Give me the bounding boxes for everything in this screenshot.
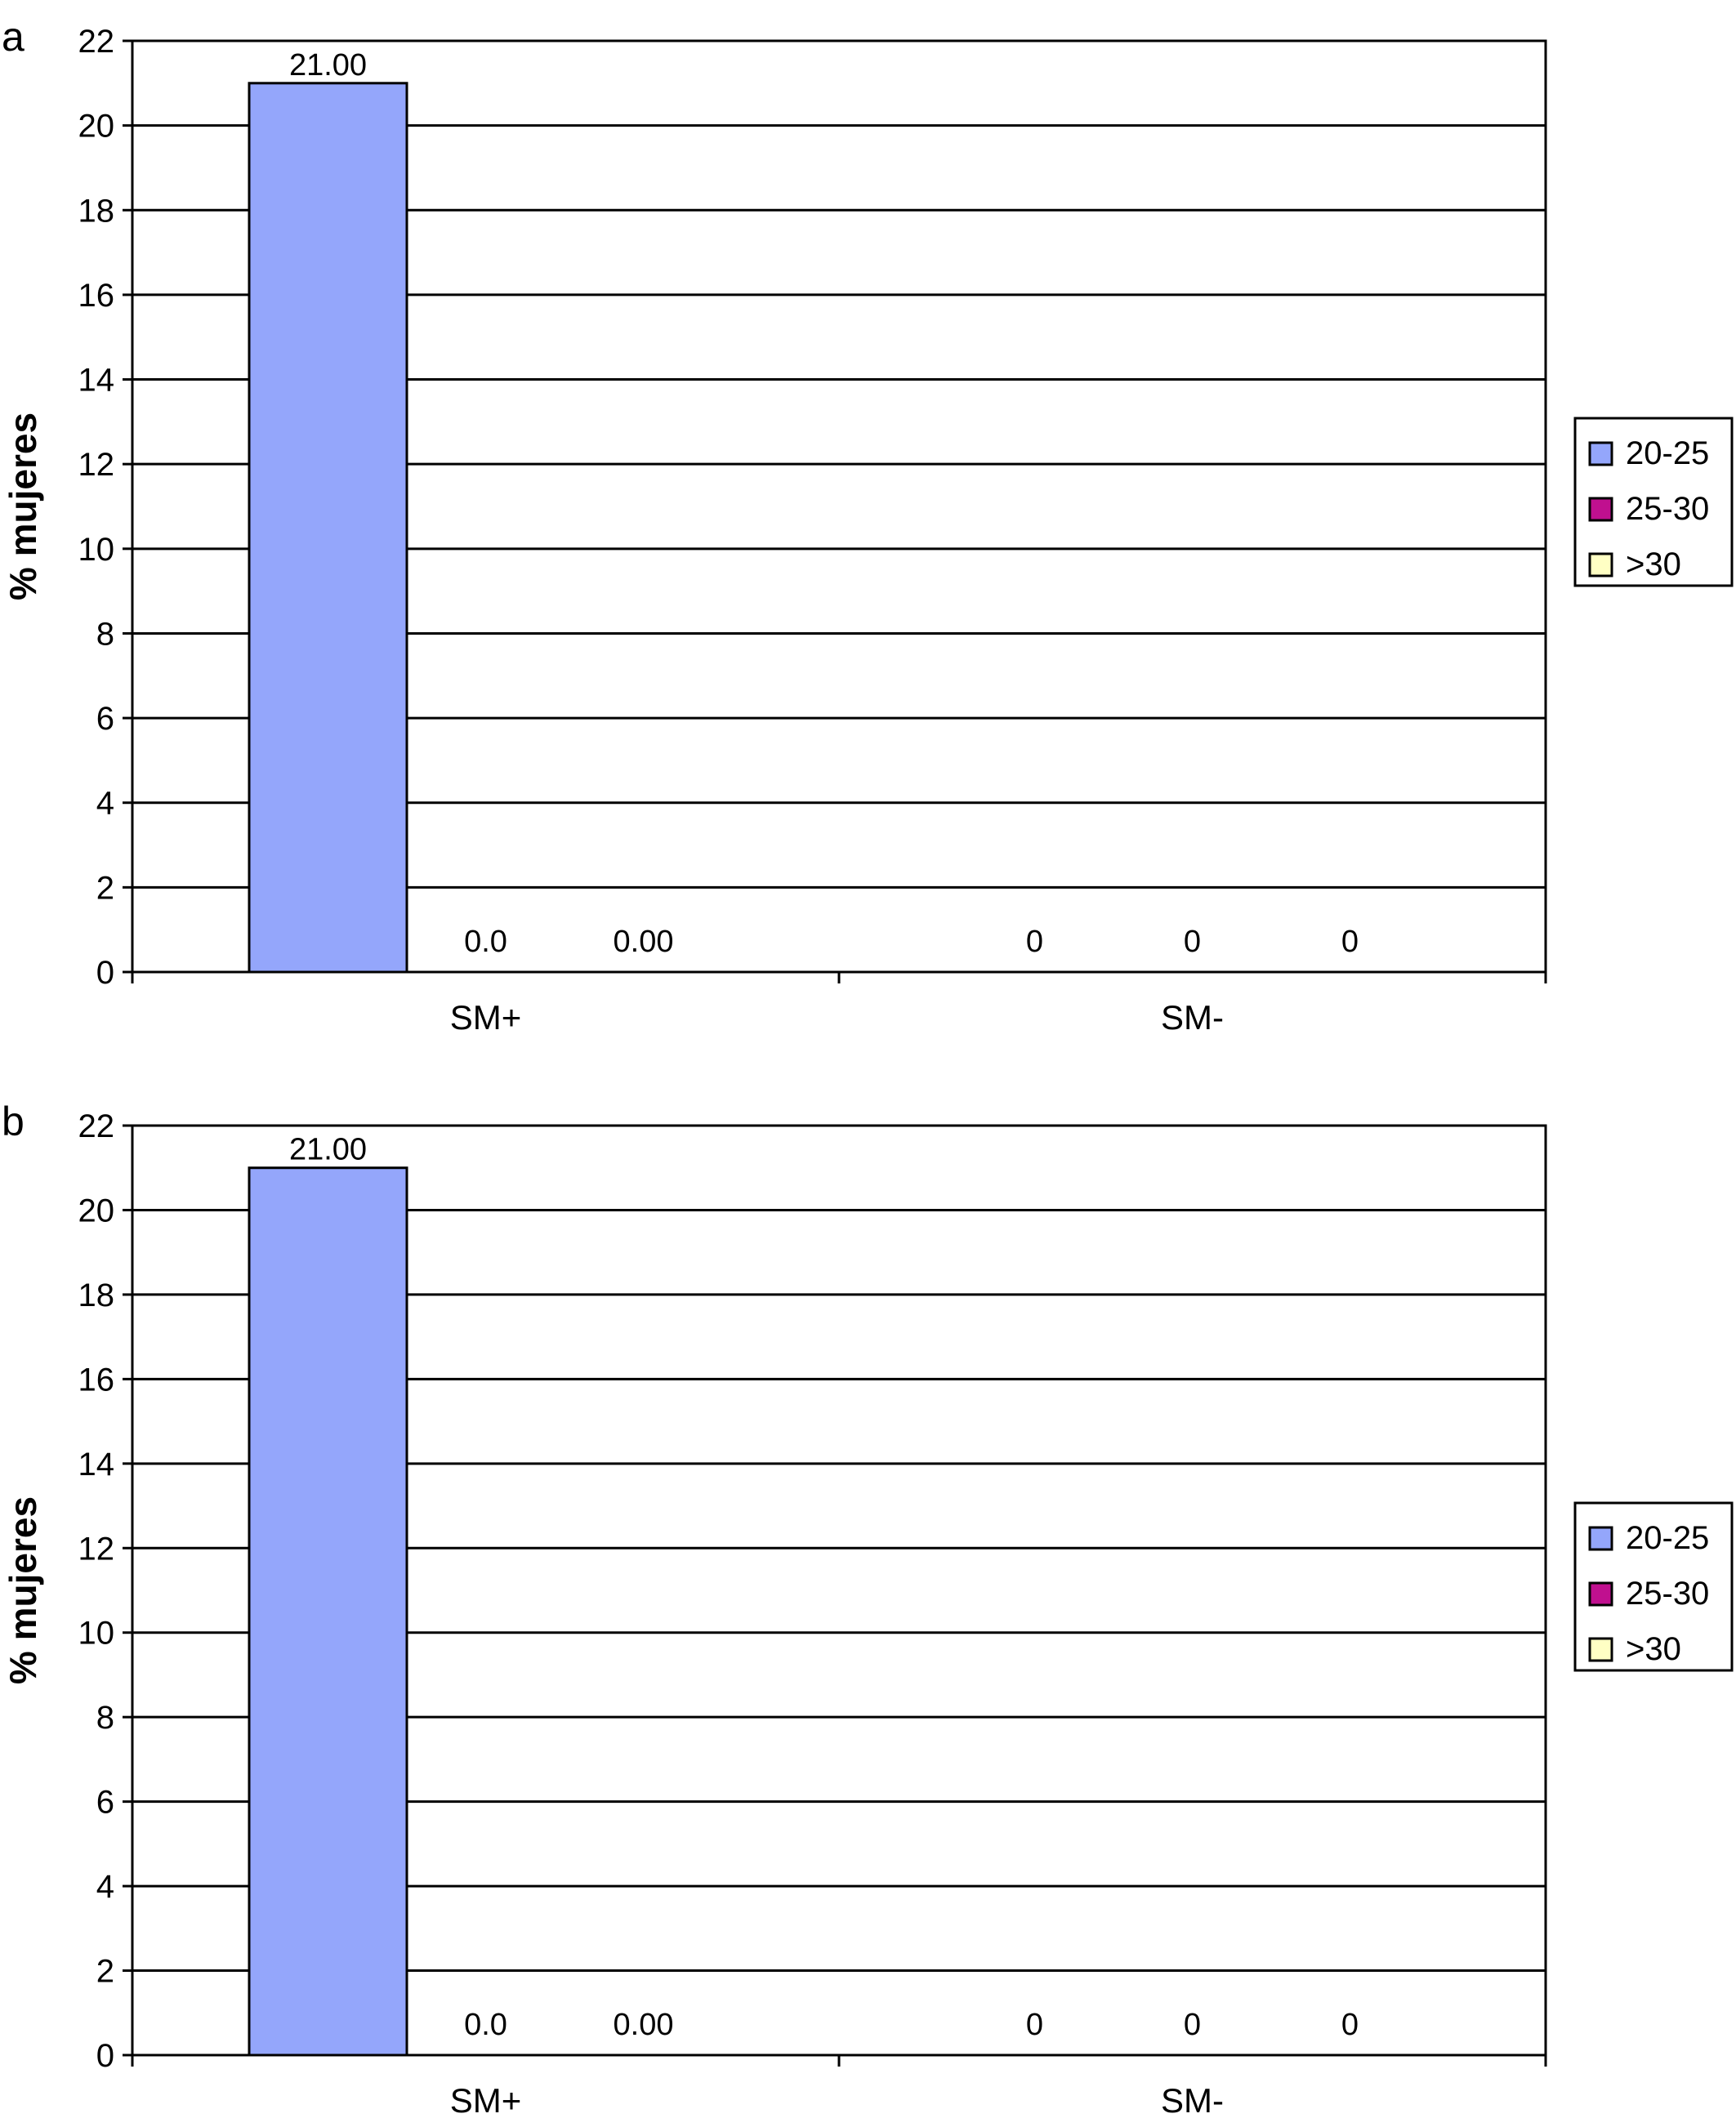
- chart-panel-a: a 0 2 4 6 8 10 12 14 16 18 20 22 % mujeres SM+ 21.00 0.0…: [2, 14, 1734, 1037]
- legend-label: >30: [1626, 546, 1681, 582]
- legend-label: >30: [1626, 1631, 1681, 1667]
- y-tick-label: 12: [78, 447, 115, 483]
- x-tick-label: SM+: [450, 998, 522, 1037]
- panel-label: b: [2, 1099, 25, 1144]
- y-tick-label: 2: [96, 870, 114, 906]
- legend-swatch: [1588, 1526, 1613, 1551]
- legend-swatch: [1588, 441, 1613, 466]
- y-tick-label: 4: [96, 786, 114, 822]
- legend-label: 25-30: [1626, 1576, 1709, 1612]
- y-tick-label: 14: [78, 363, 115, 399]
- legend-swatch: [1588, 552, 1613, 577]
- data-label: 0: [1026, 2008, 1043, 2042]
- y-tick-label: 16: [78, 278, 115, 314]
- data-label: 0: [1026, 925, 1043, 959]
- x-tick-label: SM+: [450, 2081, 522, 2120]
- data-label: 0: [1341, 2008, 1359, 2042]
- y-tick-label: 18: [78, 1278, 115, 1313]
- y-tick-label: 8: [96, 1700, 114, 1736]
- y-tick-label: 14: [78, 1447, 115, 1483]
- y-tick-label: 12: [78, 1531, 115, 1567]
- legend-swatch: [1588, 1581, 1613, 1607]
- y-tick-label: 0: [96, 2038, 114, 2074]
- y-tick-label: 8: [96, 616, 114, 652]
- legend-label: 20-25: [1626, 1520, 1709, 1556]
- y-tick-label: 20: [78, 1193, 115, 1228]
- data-label: 0.0: [464, 925, 507, 959]
- chart-panel-b: b 0 2 4 6 8 10 12 14 16 18 20 22 % mujeres SM+ 21.00 0.0…: [2, 1099, 1734, 2120]
- legend-label: 20-25: [1626, 435, 1709, 471]
- data-label: 0: [1184, 2008, 1201, 2042]
- y-tick-label: 4: [96, 1869, 114, 1905]
- data-label: 0: [1184, 925, 1201, 959]
- x-tick-label: SM-: [1161, 998, 1224, 1037]
- y-tick-label: 10: [78, 532, 115, 568]
- data-label: 21.00: [289, 48, 367, 82]
- bar-SM+-20-25: [248, 82, 408, 974]
- x-tick-label: SM-: [1161, 2081, 1224, 2120]
- bar-SM+-20-25: [248, 1166, 408, 2057]
- y-tick-label: 0: [96, 955, 114, 991]
- data-label: 0.00: [614, 2008, 674, 2042]
- y-tick-label: 20: [78, 109, 115, 145]
- y-tick-label: 18: [78, 193, 115, 229]
- legend-label: 25-30: [1626, 491, 1709, 527]
- y-tick-label: 6: [96, 1785, 114, 1821]
- panel-label: a: [2, 14, 25, 60]
- y-tick-label: 10: [78, 1616, 115, 1652]
- y-tick-label: 16: [78, 1362, 115, 1398]
- legend-swatch: [1588, 1637, 1613, 1662]
- y-tick-label: 22: [78, 1108, 115, 1144]
- y-axis-label: % mujeres: [2, 412, 44, 600]
- y-tick-label: 22: [78, 24, 115, 60]
- data-label: 0: [1341, 925, 1359, 959]
- y-tick-label: 2: [96, 1954, 114, 1990]
- y-axis-label: % mujeres: [2, 1496, 44, 1684]
- y-tick-label: 6: [96, 701, 114, 737]
- legend-swatch: [1588, 497, 1613, 522]
- data-label: 0.00: [614, 925, 674, 959]
- data-label: 21.00: [289, 1133, 367, 1167]
- data-label: 0.0: [464, 2008, 507, 2042]
